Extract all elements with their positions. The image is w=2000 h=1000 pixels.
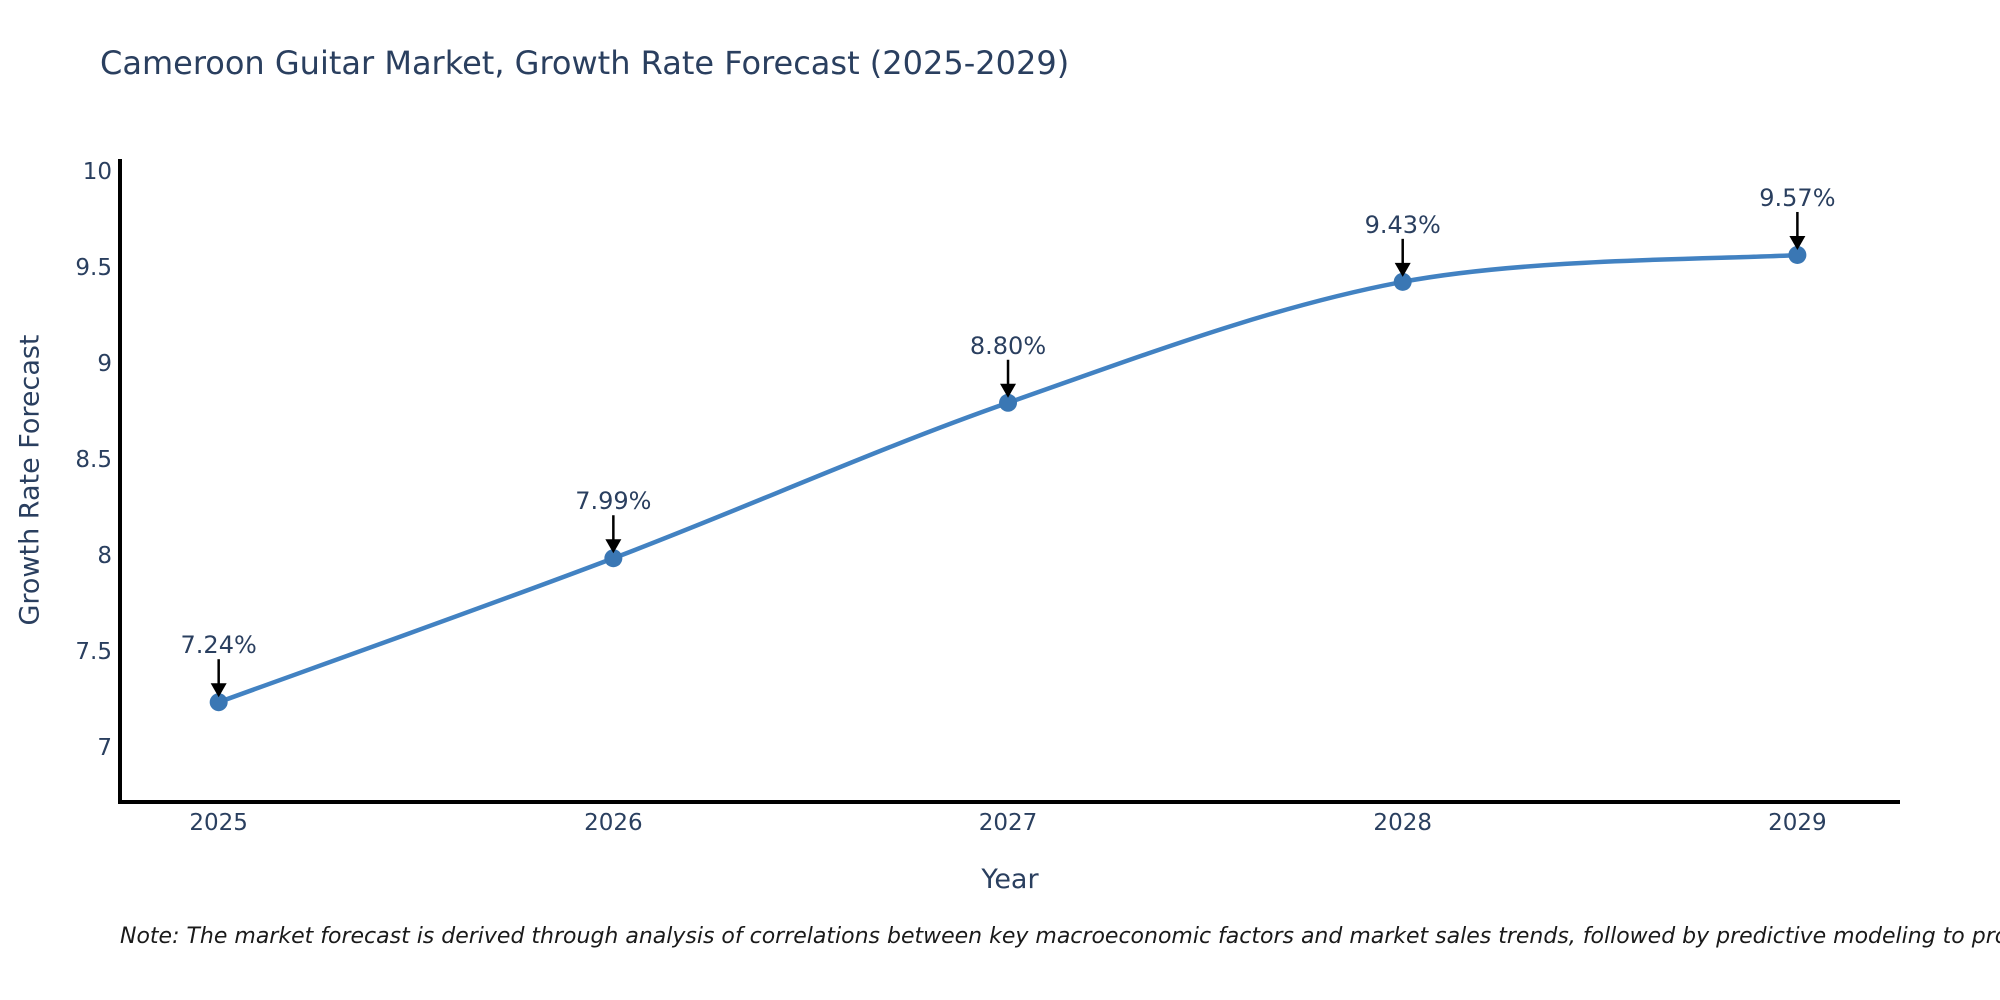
data-point-label: 7.99% [575,487,652,516]
annotation-arrow-head [605,539,622,554]
y-tick-label: 9.5 [75,255,112,282]
x-tick-label: 2025 [189,810,248,836]
x-tick-label: 2027 [978,810,1038,836]
axis-spines [118,159,1900,804]
y-tick-label: 9 [97,351,112,378]
x-axis-title: Year [981,864,1039,895]
data-point-marker [1788,245,1807,264]
y-tick-label: 10 [82,159,112,186]
annotation-arrow-head [1789,235,1806,250]
data-point-label: 7.24% [180,631,257,660]
footnote: Note: The market forecast is derived thr… [120,924,2000,949]
chart-title: Cameroon Guitar Market, Growth Rate Fore… [100,44,1070,82]
data-point-marker [999,393,1018,412]
x-tick-label: 2028 [1373,810,1432,836]
annotation-arrow-head [1394,262,1411,277]
data-point-marker [604,549,623,568]
annotation-arrow-head [1000,383,1017,398]
data-point-label: 8.80% [969,331,1047,360]
y-tick-label: 7 [97,735,112,762]
y-tick-label: 8 [97,543,112,570]
x-tick-label: 2029 [1768,810,1827,836]
series-line [216,252,1800,705]
annotation-arrow-head [210,683,227,698]
data-point-label: 9.57% [1759,183,1836,212]
data-point-marker [1393,272,1412,291]
data-point-marker [209,693,228,712]
data-point-label: 9.43% [1364,210,1441,239]
y-tick-label: 7.5 [75,639,112,666]
y-tick-label: 8.5 [75,447,112,474]
x-tick-label: 2026 [584,810,643,836]
